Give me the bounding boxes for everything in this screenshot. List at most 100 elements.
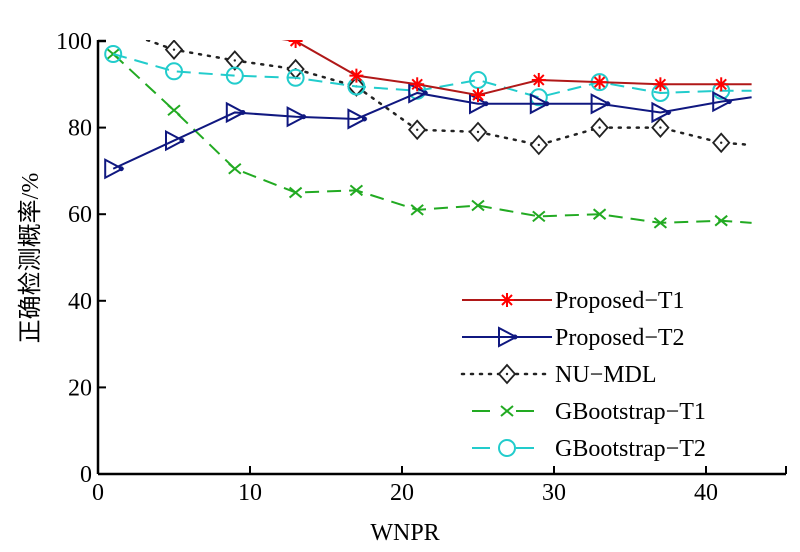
marker-stroke	[230, 27, 240, 37]
marker-x-5	[410, 204, 424, 216]
marker-asterisk-10	[714, 77, 729, 92]
marker-diamond-2	[225, 50, 245, 71]
marker-x-legend	[500, 405, 514, 417]
marker-x-6	[471, 199, 485, 212]
x-tick-label: 10	[238, 480, 262, 506]
marker-asterisk-3	[288, 40, 303, 48]
marker-diamond-1	[164, 40, 184, 61]
marker-dot	[118, 166, 124, 172]
y-tick-label: 20	[68, 375, 92, 401]
marker-asterisk-1	[167, 8, 181, 22]
marker-stroke	[288, 186, 303, 199]
series-line-gbootstrap-t2	[112, 53, 752, 99]
x-tick-label: 30	[542, 480, 566, 506]
marker-diamond-5	[407, 119, 427, 141]
marker-circle-0	[104, 44, 123, 63]
x-tick-label: 20	[390, 480, 414, 506]
marker-shape	[529, 93, 550, 115]
marker-triangle-right-8	[590, 93, 611, 115]
marker-shape	[498, 439, 516, 457]
marker-dot	[720, 141, 723, 144]
marker-shape	[104, 158, 125, 180]
marker-stroke	[108, 0, 118, 3]
marker-dot	[544, 101, 550, 107]
marker-dot	[240, 109, 246, 115]
marker-shape	[104, 44, 123, 63]
marker-shape	[651, 101, 672, 124]
marker-stroke	[228, 162, 242, 175]
marker-asterisk-5	[410, 77, 425, 92]
marker-triangle-right-4	[347, 108, 368, 130]
marker-circle-6	[469, 70, 487, 89]
marker-stroke	[654, 78, 667, 91]
marker-stroke	[533, 74, 545, 86]
marker-x-10	[714, 214, 728, 227]
y-tick-label: 40	[68, 289, 92, 315]
marker-triangle-right-0	[104, 158, 125, 180]
marker-asterisk-2	[228, 25, 242, 39]
marker-triangle-right-7	[529, 93, 550, 115]
y-tick-label: 100	[56, 29, 92, 55]
marker-x-7	[532, 210, 546, 223]
y-tick-label: 0	[80, 462, 92, 488]
legend-label: Proposed−T2	[555, 325, 685, 351]
marker-diamond-legend	[497, 363, 517, 385]
marker-dot	[172, 48, 176, 51]
marker-dot	[598, 126, 601, 129]
marker-stroke	[471, 199, 485, 212]
marker-shape	[286, 68, 305, 87]
x-tick-label: 40	[694, 480, 718, 506]
marker-stroke	[501, 294, 513, 306]
marker-stroke	[410, 204, 424, 216]
marker-dot	[505, 372, 509, 376]
marker-x-1	[167, 104, 181, 117]
marker-shape	[712, 90, 733, 113]
y-axis-title: 正确检测概率/%	[17, 173, 44, 344]
marker-asterisk-8	[592, 75, 607, 90]
marker-triangle-right-legend	[498, 326, 519, 348]
marker-stroke	[593, 76, 606, 88]
series-proposed-t1	[108, 0, 752, 103]
marker-stroke	[289, 40, 299, 47]
marker-dot	[233, 59, 236, 62]
legend-item-nu-mdl: NU−MDL	[460, 362, 657, 388]
series-line-nu-mdl	[143, 40, 753, 147]
marker-diamond-0	[105, 19, 121, 37]
marker-dot	[416, 128, 419, 131]
marker-shape	[225, 66, 244, 85]
legend-label: Proposed−T1	[555, 288, 685, 314]
marker-shape	[225, 101, 246, 124]
marker-diamond-6	[468, 121, 488, 143]
marker-stroke	[169, 10, 179, 20]
series-line-proposed-t1	[281, 40, 752, 97]
marker-stroke	[592, 208, 607, 220]
marker-x-8	[592, 208, 607, 220]
marker-stroke	[349, 184, 364, 197]
series-layer	[104, 0, 753, 229]
legend: Proposed−T1 Proposed−T2 NU−MDL GBootstrap−T…	[460, 288, 706, 462]
tick-labels: 0 10 20 30 40 0 20 40 60 80 100	[56, 29, 718, 506]
series-nu-mdl	[105, 19, 753, 156]
marker-dot	[659, 126, 662, 129]
x-axis-title: WNPR	[370, 520, 439, 546]
marker-x-9	[653, 217, 668, 229]
marker-triangle-right-10	[712, 90, 733, 113]
marker-stroke	[653, 217, 668, 229]
legend-label: NU−MDL	[555, 362, 657, 388]
marker-shape	[347, 108, 368, 130]
marker-shape	[286, 106, 307, 128]
marker-asterisk-legend	[500, 293, 514, 307]
marker-x-3	[288, 186, 303, 199]
marker-shape	[165, 129, 186, 152]
marker-shape	[590, 93, 611, 115]
marker-dot	[512, 334, 518, 340]
marker-circle-legend	[498, 439, 516, 457]
marker-dot	[605, 101, 611, 107]
marker-dot	[726, 99, 732, 105]
legend-item-proposed-t2: Proposed−T2	[462, 325, 685, 351]
marker-circle-2	[225, 66, 244, 85]
marker-stroke	[230, 27, 240, 37]
legend-label: GBootstrap−T1	[555, 399, 706, 425]
marker-shape	[105, 19, 121, 37]
